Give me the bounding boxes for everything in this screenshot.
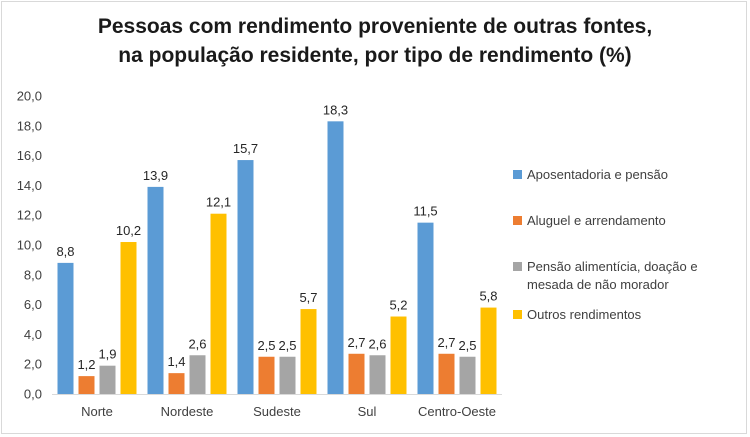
data-label: 1,4 bbox=[167, 354, 185, 369]
bar bbox=[57, 262, 74, 394]
legend-label-aluguel: Aluguel e arrendamento bbox=[527, 213, 666, 228]
bar bbox=[258, 356, 275, 394]
bar bbox=[300, 309, 317, 394]
bar bbox=[438, 353, 455, 394]
y-tick-label: 0,0 bbox=[24, 387, 42, 402]
bar bbox=[168, 373, 185, 394]
legend-swatch-outros bbox=[513, 310, 522, 319]
x-tick-label: Sul bbox=[358, 404, 377, 419]
data-label: 2,6 bbox=[188, 336, 206, 351]
bar bbox=[147, 186, 164, 394]
data-label: 2,7 bbox=[437, 335, 455, 350]
bar bbox=[369, 355, 386, 394]
bar bbox=[99, 365, 116, 394]
chart-title-line-1: Pessoas com rendimento proveniente de ou… bbox=[97, 15, 653, 38]
data-label: 2,7 bbox=[347, 335, 365, 350]
data-label: 10,2 bbox=[116, 223, 141, 238]
bar bbox=[459, 356, 476, 394]
y-tick-label: 20,0 bbox=[17, 89, 42, 104]
y-tick-label: 6,0 bbox=[24, 297, 42, 312]
y-tick-label: 10,0 bbox=[17, 238, 42, 253]
y-tick-label: 8,0 bbox=[24, 267, 42, 282]
bar bbox=[120, 242, 137, 394]
legend-swatch-aposentadoria bbox=[513, 170, 522, 179]
x-tick-label: Norte bbox=[81, 404, 113, 419]
legend-swatch-aluguel bbox=[513, 216, 522, 225]
bar bbox=[417, 222, 434, 394]
data-label: 2,5 bbox=[458, 338, 476, 353]
data-label: 5,7 bbox=[299, 290, 317, 305]
y-tick-label: 14,0 bbox=[17, 178, 42, 193]
bar bbox=[210, 213, 227, 394]
bar bbox=[78, 376, 95, 394]
y-tick-label: 18,0 bbox=[17, 118, 42, 133]
bar bbox=[390, 316, 407, 394]
data-label: 5,8 bbox=[479, 289, 497, 304]
bar bbox=[348, 353, 365, 394]
x-tick-label: Sudeste bbox=[253, 404, 301, 419]
x-tick-label: Centro-Oeste bbox=[418, 404, 496, 419]
data-label: 2,5 bbox=[278, 338, 296, 353]
legend-label-outros: Outros rendimentos bbox=[527, 307, 642, 322]
bar bbox=[279, 356, 296, 394]
legend-label-aposentadoria: Aposentadoria e pensão bbox=[527, 167, 668, 182]
legend-swatch-pensao-alimenticia bbox=[513, 262, 522, 271]
chart-title-line-2: na população residente, por tipo de rend… bbox=[118, 44, 632, 67]
data-label: 18,3 bbox=[323, 102, 348, 117]
data-label: 13,9 bbox=[143, 168, 168, 183]
y-tick-label: 12,0 bbox=[17, 208, 42, 223]
bar bbox=[189, 355, 206, 394]
data-label: 2,6 bbox=[368, 336, 386, 351]
data-label: 5,2 bbox=[389, 298, 407, 313]
bar bbox=[480, 307, 497, 394]
data-label: 8,8 bbox=[56, 244, 74, 259]
y-tick-label: 4,0 bbox=[24, 327, 42, 342]
data-label: 11,5 bbox=[413, 204, 437, 219]
bar bbox=[237, 160, 254, 394]
data-label: 1,2 bbox=[77, 357, 95, 372]
y-tick-label: 2,0 bbox=[24, 357, 42, 372]
data-label: 2,5 bbox=[257, 338, 275, 353]
x-tick-label: Nordeste bbox=[161, 404, 214, 419]
data-label: 12,1 bbox=[206, 195, 231, 210]
legend-label-pensao-alimenticia: Pensão alimentícia, doação e mesada de n… bbox=[527, 259, 698, 292]
data-label: 1,9 bbox=[98, 347, 116, 362]
y-tick-label: 16,0 bbox=[17, 148, 42, 163]
bar bbox=[327, 121, 344, 394]
data-label: 15,7 bbox=[233, 141, 258, 156]
chart-title: Pessoas com rendimento proveniente de ou… bbox=[0, 12, 750, 70]
